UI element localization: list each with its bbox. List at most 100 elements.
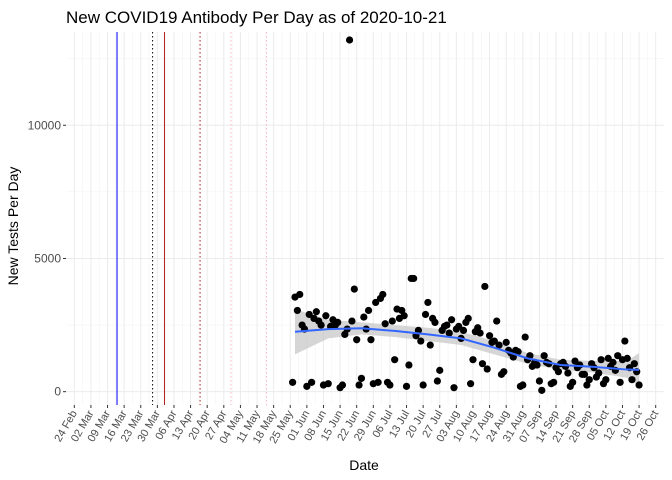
data-point [521, 333, 529, 341]
data-point [502, 338, 510, 346]
data-point [448, 316, 456, 324]
chart-title: New COVID19 Antibody Per Day as of 2020-… [66, 8, 447, 27]
data-point [386, 381, 394, 389]
data-point [628, 376, 636, 384]
y-tick-label: 5000 [34, 251, 61, 265]
grid [66, 32, 664, 405]
data-point [322, 312, 330, 320]
data-point [538, 386, 546, 394]
data-point [303, 382, 311, 390]
y-axis-title: New Tests Per Day [5, 167, 21, 286]
data-point [554, 368, 563, 376]
data-point [350, 285, 358, 293]
data-point [616, 378, 624, 386]
data-point [585, 376, 593, 384]
data-point [495, 341, 503, 349]
data-point [424, 298, 432, 307]
data-point [469, 356, 477, 364]
data-point [445, 329, 453, 337]
data-point [431, 318, 439, 327]
data-point [485, 332, 494, 340]
reference-lines [116, 32, 268, 405]
data-point [564, 369, 572, 377]
data-point [519, 381, 527, 389]
data-point [455, 322, 463, 331]
data-point [481, 282, 489, 291]
y-tick-label: 0 [54, 385, 61, 399]
data-point [293, 306, 301, 315]
data-point [348, 317, 356, 325]
data-point [443, 321, 451, 329]
data-point [493, 317, 501, 325]
data-point [372, 298, 380, 307]
data-point [289, 378, 297, 386]
data-point [478, 360, 487, 368]
data-point [459, 326, 468, 334]
data-point [569, 378, 577, 386]
data-point [490, 337, 498, 345]
data-point [597, 356, 605, 364]
data-point [483, 365, 491, 373]
data-point [550, 378, 558, 386]
data-point [360, 313, 368, 321]
data-point [391, 356, 399, 364]
data-point [540, 352, 548, 360]
data-point [623, 354, 631, 362]
data-point [353, 336, 361, 344]
data-point [388, 317, 396, 325]
data-point [357, 374, 366, 382]
data-point [410, 274, 418, 283]
data-point [464, 314, 472, 323]
data-point [355, 381, 363, 389]
data-point [535, 377, 544, 385]
x-axis-title: Date [349, 457, 379, 473]
data-point [514, 348, 522, 356]
data-point [400, 312, 408, 320]
data-point [533, 361, 541, 369]
data-point [595, 369, 603, 377]
data-points [289, 36, 643, 394]
data-point [402, 382, 411, 390]
data-point [345, 36, 354, 44]
data-point [419, 381, 427, 389]
data-point [580, 370, 589, 378]
data-point [296, 290, 304, 299]
data-point [500, 368, 508, 376]
data-point [334, 318, 342, 327]
data-point [317, 321, 325, 329]
data-point [466, 380, 475, 388]
data-point [364, 306, 373, 315]
data-point [308, 378, 316, 386]
data-point [476, 329, 484, 337]
data-point [426, 341, 434, 349]
data-point [405, 361, 413, 369]
data-point [602, 376, 610, 384]
smooth-line [294, 327, 640, 371]
data-point [630, 360, 638, 368]
data-point [338, 381, 347, 389]
data-point [635, 381, 643, 389]
data-point [450, 384, 458, 392]
data-point [604, 354, 612, 362]
data-point [414, 326, 422, 334]
data-point [609, 358, 617, 366]
data-point [324, 380, 332, 388]
smooth-trend-line [294, 327, 640, 371]
y-tick-label: 10000 [28, 118, 62, 132]
data-point [312, 308, 320, 316]
data-point [621, 337, 629, 345]
data-point [379, 290, 387, 299]
data-point [417, 337, 425, 345]
data-point [367, 336, 375, 344]
data-point [374, 378, 382, 386]
data-point [433, 377, 441, 385]
data-point [614, 352, 622, 360]
data-point [436, 366, 444, 374]
y-axis-ticks: 0 5000 10000 [28, 118, 66, 399]
data-point [421, 310, 430, 319]
data-point [305, 310, 313, 319]
data-point [381, 320, 389, 328]
